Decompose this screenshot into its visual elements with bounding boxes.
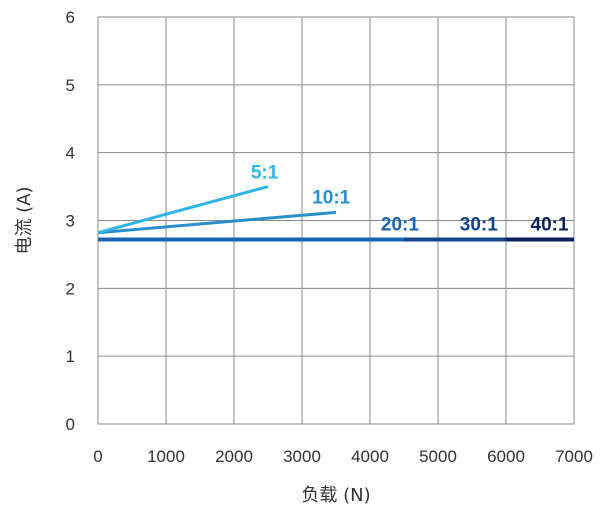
series-lines	[97, 185, 574, 242]
y-tick-label: 2	[66, 279, 75, 298]
x-tick-label: 3000	[283, 447, 321, 466]
y-tick-label: 1	[66, 347, 75, 366]
y-axis-ticks: 0 1 2 3 4 5 6	[66, 8, 75, 434]
series-label: 40:1	[531, 215, 569, 236]
series-line	[97, 210, 337, 235]
x-tick-label: 5000	[419, 447, 457, 466]
x-tick-label: 0	[93, 447, 102, 466]
y-tick-label: 0	[66, 415, 75, 434]
series-labels: 5:1 10:1 20:1 30:1 40:1	[251, 162, 569, 235]
series-label: 10:1	[312, 188, 350, 209]
y-tick-label: 5	[66, 76, 75, 95]
x-axis-label: 负载 (N)	[301, 485, 370, 506]
x-tick-label: 2000	[215, 447, 253, 466]
x-axis-ticks: 0 1000 2000 3000 4000 5000 6000 7000	[93, 447, 593, 466]
y-axis-label: 电流 (A)	[14, 186, 35, 254]
series-label: 20:1	[381, 215, 419, 236]
series-line	[97, 185, 269, 235]
y-tick-label: 6	[66, 8, 75, 27]
x-tick-label: 4000	[351, 447, 389, 466]
series-label: 5:1	[251, 162, 279, 183]
grid	[97, 16, 575, 425]
y-tick-label: 3	[66, 212, 75, 231]
x-tick-label: 6000	[487, 447, 525, 466]
x-tick-label: 1000	[147, 447, 185, 466]
x-tick-label: 7000	[555, 447, 593, 466]
y-tick-label: 4	[66, 144, 75, 163]
series-label: 30:1	[460, 215, 498, 236]
